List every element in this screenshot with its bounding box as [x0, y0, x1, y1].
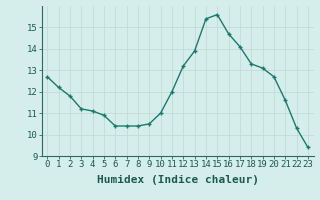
X-axis label: Humidex (Indice chaleur): Humidex (Indice chaleur): [97, 175, 259, 185]
